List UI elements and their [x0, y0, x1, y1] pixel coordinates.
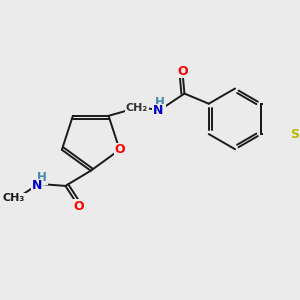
Text: S: S [290, 128, 299, 140]
Text: CH₂: CH₂ [126, 103, 148, 113]
Text: O: O [114, 143, 125, 156]
Text: H: H [37, 171, 47, 184]
Text: H: H [155, 96, 165, 109]
Text: O: O [177, 65, 188, 78]
Text: O: O [73, 200, 84, 213]
Text: N: N [32, 179, 42, 192]
Text: N: N [153, 104, 163, 117]
Text: CH₃: CH₃ [3, 193, 25, 203]
